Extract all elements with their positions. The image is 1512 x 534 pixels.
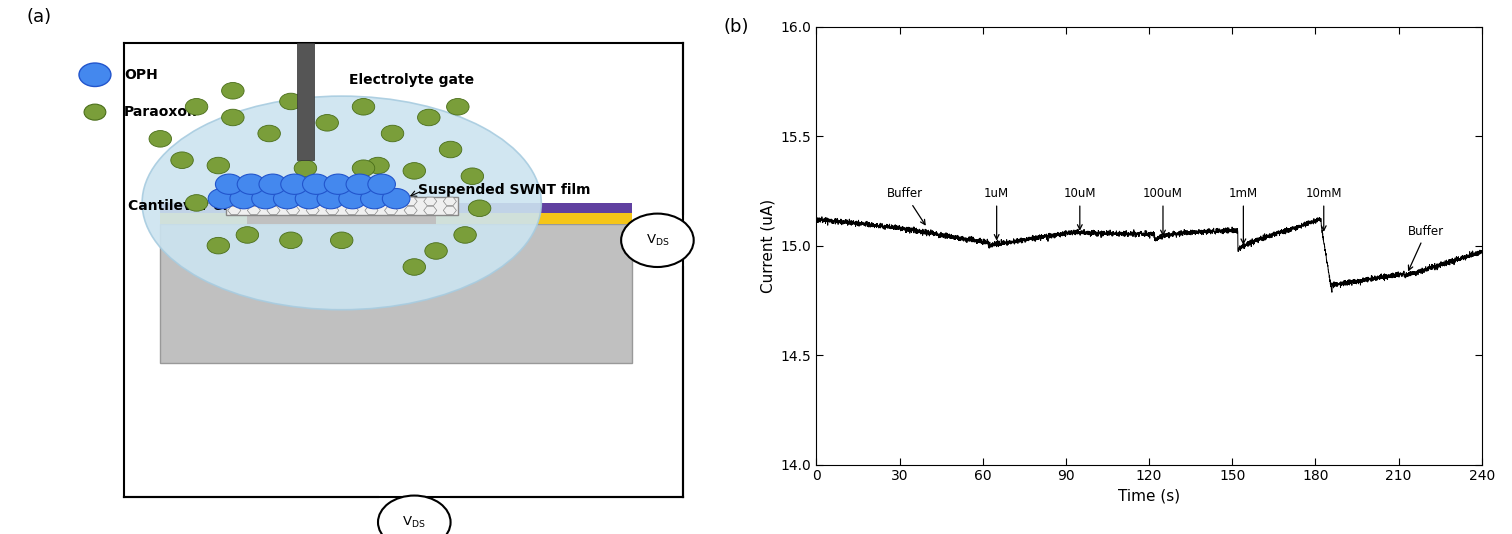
Circle shape [324, 174, 352, 194]
Circle shape [259, 174, 287, 194]
Circle shape [417, 109, 440, 126]
Circle shape [215, 174, 243, 194]
Circle shape [85, 104, 106, 120]
Circle shape [251, 189, 280, 209]
Circle shape [150, 130, 171, 147]
Circle shape [316, 114, 339, 131]
Bar [225, 197, 458, 215]
Text: 10mM: 10mM [1305, 187, 1343, 231]
Circle shape [295, 160, 316, 176]
Circle shape [425, 242, 448, 259]
Text: Buffer: Buffer [888, 187, 925, 225]
X-axis label: Time (s): Time (s) [1117, 489, 1181, 504]
Circle shape [281, 174, 308, 194]
Circle shape [331, 232, 352, 248]
Circle shape [222, 109, 243, 126]
Text: V$_{\rm DS}$: V$_{\rm DS}$ [646, 233, 670, 248]
Text: Cantilever electrodes: Cantilever electrodes [127, 199, 295, 213]
Text: 10uM: 10uM [1063, 187, 1096, 230]
Circle shape [367, 157, 389, 174]
Text: Electrolyte gate: Electrolyte gate [349, 73, 475, 87]
Ellipse shape [142, 96, 541, 310]
Circle shape [295, 189, 324, 209]
Circle shape [209, 189, 236, 209]
Text: Paraoxon: Paraoxon [124, 105, 198, 119]
Circle shape [404, 162, 425, 179]
Circle shape [79, 63, 110, 87]
Circle shape [446, 98, 469, 115]
Circle shape [469, 200, 491, 217]
Circle shape [378, 496, 451, 534]
Text: V$_{\rm DS}$: V$_{\rm DS}$ [402, 515, 426, 530]
Circle shape [280, 232, 302, 248]
Circle shape [237, 174, 265, 194]
Circle shape [383, 189, 410, 209]
Bar [248, 203, 435, 213]
Circle shape [346, 174, 373, 194]
Circle shape [352, 98, 375, 115]
Circle shape [367, 174, 396, 194]
Circle shape [186, 194, 207, 211]
Text: (b): (b) [723, 18, 748, 36]
Circle shape [621, 214, 694, 267]
Y-axis label: Current (uA): Current (uA) [761, 199, 776, 293]
Bar [160, 213, 632, 224]
Circle shape [302, 174, 330, 194]
Circle shape [352, 160, 375, 176]
Text: (a): (a) [26, 8, 51, 26]
Circle shape [222, 82, 243, 99]
Text: 1uM: 1uM [984, 187, 1009, 239]
Circle shape [274, 189, 301, 209]
Circle shape [186, 98, 207, 115]
Text: Buffer: Buffer [1408, 225, 1444, 270]
Circle shape [280, 93, 302, 110]
Circle shape [207, 157, 230, 174]
Circle shape [339, 189, 366, 209]
Circle shape [230, 189, 257, 209]
Circle shape [440, 141, 461, 158]
Circle shape [259, 125, 280, 142]
Text: Suspended SWNT film: Suspended SWNT film [417, 183, 590, 197]
Bar [296, 43, 314, 160]
Text: OPH: OPH [124, 68, 157, 82]
Circle shape [318, 189, 345, 209]
Circle shape [360, 189, 389, 209]
Circle shape [454, 226, 476, 243]
Text: 100uM: 100uM [1143, 187, 1182, 235]
Circle shape [381, 125, 404, 142]
Circle shape [207, 237, 230, 254]
Circle shape [461, 168, 484, 184]
Circle shape [171, 152, 194, 168]
Text: 1mM: 1mM [1229, 187, 1258, 244]
Bar [160, 203, 632, 213]
Circle shape [404, 259, 425, 276]
Bar [160, 224, 632, 363]
Bar [248, 213, 435, 224]
Circle shape [236, 226, 259, 243]
